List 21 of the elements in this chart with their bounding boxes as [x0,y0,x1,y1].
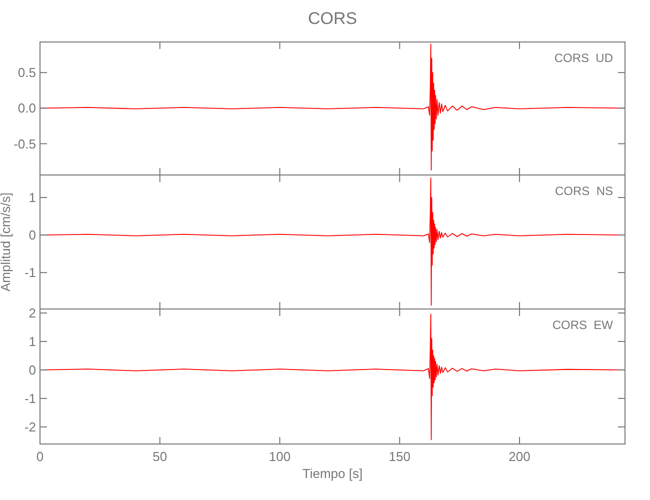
y-tick-label: -1 [24,265,36,280]
y-axis-title: Amplitud [cm/s/s] [0,192,13,292]
annotation: CORS EW [552,318,614,332]
y-tick-label: 2 [28,306,36,321]
y-tick-label: 0.5 [18,65,36,80]
x-tick-label: 200 [508,449,530,464]
annotation: CORS UD [554,51,614,65]
x-tick-label: 150 [388,449,410,464]
x-tick-label: 100 [268,449,291,464]
annotation: CORS NS [554,184,613,198]
y-tick-label: 0.0 [18,100,36,116]
y-tick-label: 0 [28,362,36,378]
y-tick-label: -1 [24,390,36,406]
x-tick-label: 50 [152,449,168,464]
y-tick-label: -2 [24,419,36,434]
x-axis-title: Tiempo [s] [302,466,363,481]
y-tick-label: 1 [28,190,36,206]
chart-title: CORS [308,9,358,28]
y-tick-label: 1 [28,334,36,350]
y-tick-label: -0.5 [14,136,36,152]
y-tick-label: 0 [28,228,36,243]
